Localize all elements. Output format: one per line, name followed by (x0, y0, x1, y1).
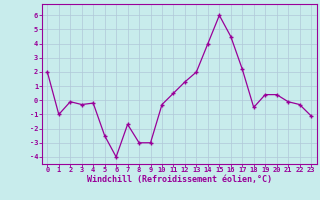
X-axis label: Windchill (Refroidissement éolien,°C): Windchill (Refroidissement éolien,°C) (87, 175, 272, 184)
